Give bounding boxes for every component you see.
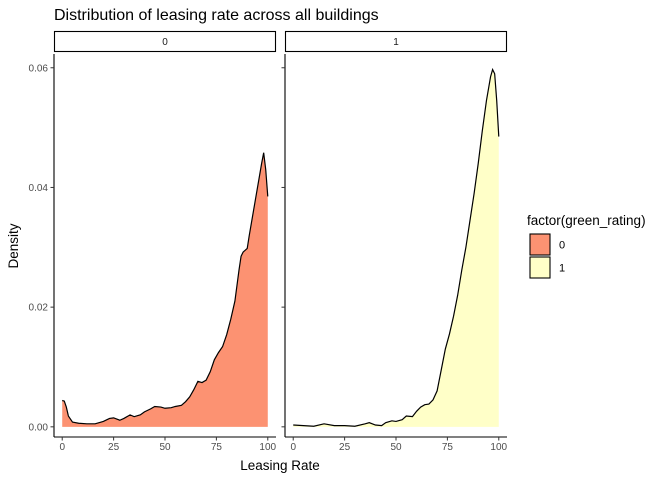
legend-label-0: 0 xyxy=(559,240,565,252)
x-tick-label: 50 xyxy=(390,442,402,453)
facet-strip xyxy=(53,30,277,53)
facet-strip xyxy=(284,30,508,53)
x-tick-label: 25 xyxy=(108,442,120,453)
facet-panels: 0 0 25 50 75 100 1 0 25 50 75 100 0.00 0.02 0.04 0.06 xyxy=(29,30,508,453)
density-area-0 xyxy=(62,152,268,427)
x-tick-label: 75 xyxy=(442,442,454,453)
y-tick-label: 0.06 xyxy=(29,63,49,74)
x-tick-label: 100 xyxy=(259,442,276,453)
facet-panel-1: 1 0 25 50 75 100 xyxy=(281,30,508,453)
y-axis-label: Density xyxy=(6,223,21,268)
y-tick-label: 0.02 xyxy=(29,303,49,314)
x-tick-label: 0 xyxy=(290,442,296,453)
legend-label-1: 1 xyxy=(559,263,565,275)
legend-key-0 xyxy=(529,233,551,256)
legend: factor(green_rating) 0 1 xyxy=(527,213,646,279)
y-tick-label: 0.00 xyxy=(29,422,49,433)
chart-title: Distribution of leasing rate across all … xyxy=(54,7,379,24)
density-line-0 xyxy=(62,152,269,425)
y-tick-label: 0.04 xyxy=(29,183,49,194)
facet-strip-label: 1 xyxy=(393,37,399,48)
legend-title: factor(green_rating) xyxy=(527,213,646,228)
x-tick-label: 100 xyxy=(490,442,507,453)
facet-panel-0: 0 0 25 50 75 100 xyxy=(50,30,277,453)
facet-strip-label: 0 xyxy=(162,37,168,48)
density-area-1 xyxy=(293,69,499,427)
x-axis-label: Leasing Rate xyxy=(240,458,320,473)
legend-key-1 xyxy=(529,256,551,279)
x-tick-label: 0 xyxy=(59,442,65,453)
density-line-1 xyxy=(293,67,500,427)
x-tick-label: 25 xyxy=(339,442,351,453)
x-tick-label: 50 xyxy=(159,442,171,453)
x-tick-label: 75 xyxy=(211,442,223,453)
